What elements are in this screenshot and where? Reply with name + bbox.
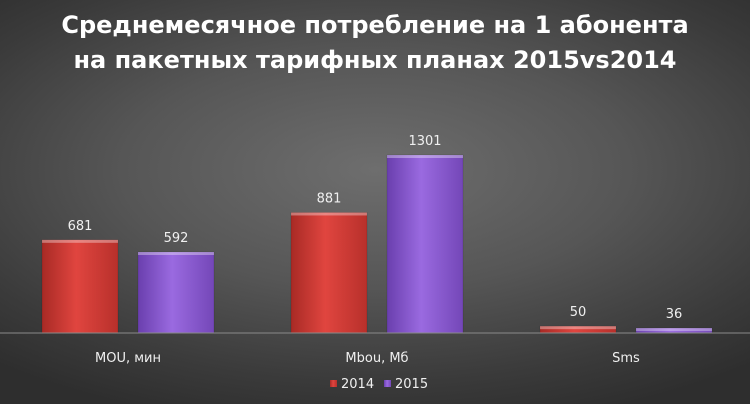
bar-2014-0 [41,239,119,334]
bar-highlight-2015-1 [387,155,463,158]
legend-swatch-2014 [330,380,337,387]
category-label-2: Sms [612,351,640,366]
bar-highlight-2014-1 [291,212,367,216]
category-label-0: MOU, мин [95,351,161,366]
legend-label-2015: 2015 [395,377,428,392]
value-label-2014-0: 681 [68,219,93,234]
legend-label-2014: 2014 [341,377,374,392]
chart-title-line-2: на пакетных тарифных планах 2015vs2014 [73,46,676,74]
bar-2014-1 [290,212,368,334]
bar-highlight-2015-2 [636,328,712,332]
value-label-2015-1: 1301 [408,134,441,149]
value-label-2014-1: 881 [317,191,342,206]
value-label-2015-2: 36 [666,307,683,322]
category-label-1: Mbou, Мб [345,351,408,366]
bar-highlight-2014-0 [42,239,118,243]
bars-layer: 681 592 881 1301 50 36 [41,134,713,334]
bar-highlight-2015-0 [138,252,214,256]
legend-swatch-2015 [384,380,391,387]
chart-title-line-1: Среднемесячное потребление на 1 абонента [61,11,688,39]
category-labels: MOU, мин Mbou, Мб Sms [95,351,640,366]
bar-2015-0 [137,251,215,334]
bar-highlight-2014-2 [540,326,616,330]
value-label-2014-2: 50 [570,305,587,320]
legend: 2014 2015 [330,377,428,392]
value-label-2015-0: 592 [164,231,189,246]
bar-2015-1 [386,154,464,334]
